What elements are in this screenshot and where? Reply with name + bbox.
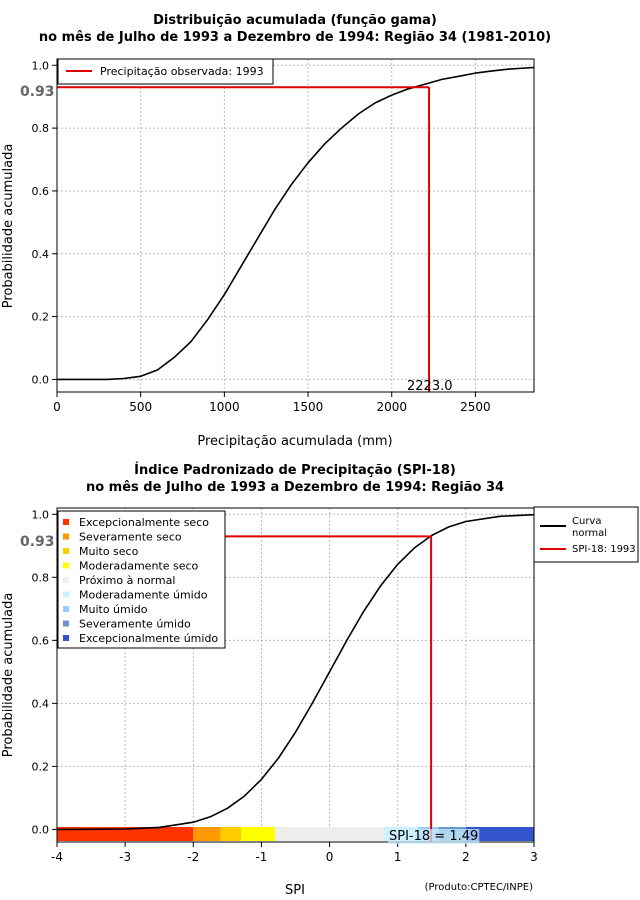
- c2-y-tick-label-5: 1.0: [32, 508, 50, 521]
- c2-y-tick-label-4: 0.8: [32, 571, 50, 584]
- chart-2-category-swatch-8: [63, 635, 69, 641]
- chart-2-category-swatch-1: [63, 534, 69, 540]
- chart-2-legend-spi-label: SPI-18: 1993: [572, 544, 636, 555]
- c1-y-tick-label-5: 1.0: [32, 59, 50, 72]
- chart-1-y-axis: 0.0 0.2 0.4 0.6 0.8 1.0: [32, 59, 58, 386]
- chart-2-category-swatch-0: [63, 519, 69, 525]
- chart-2-category-label-2: Muito seco: [79, 545, 139, 558]
- c2-x-tick-label-1: -3: [119, 850, 131, 864]
- chart-2-category-swatch-6: [63, 606, 69, 612]
- chart-2-observed-y-label: 0.93: [20, 534, 55, 550]
- chart-2-category-swatch-2: [63, 548, 69, 554]
- c1-x-tick-label-5: 2500: [460, 400, 491, 414]
- chart-2-observed-x-label: SPI-18 = 1.49: [389, 829, 478, 844]
- c2-x-tick-label-0: -4: [51, 850, 63, 864]
- c1-x-tick-label-3: 1500: [293, 400, 324, 414]
- figure: Distribuição acumulada (função gama) no …: [0, 0, 640, 900]
- chart-1-legend: Precipitação observada: 1993: [58, 59, 273, 84]
- c2-x-tick-label-5: 1: [394, 850, 402, 864]
- c2-x-tick-label-6: 2: [462, 850, 470, 864]
- chart-2-category-label-7: Severamente úmido: [79, 618, 191, 631]
- chart-1-y-axis-label: Probabilidade acumulada: [1, 144, 16, 309]
- chart-2-spi: Índice Padronizado de Precipitação (SPI-…: [1, 462, 638, 898]
- chart-1-gamma-distribution: Distribuição acumulada (função gama) no …: [1, 13, 551, 449]
- chart-1-title-line-1: Distribuição acumulada (função gama): [153, 13, 437, 28]
- c1-y-tick-label-3: 0.6: [32, 185, 50, 198]
- chart-1-title-line-2: no mês de Julho de 1993 a Dezembro de 19…: [39, 30, 551, 45]
- chart-2-x-axis-label: SPI: [285, 883, 305, 898]
- chart-2-y-axis: 0.0 0.2 0.4 0.6 0.8 1.0: [32, 508, 58, 836]
- c2-band-1: [193, 827, 220, 841]
- c1-x-tick-label-2: 1000: [209, 400, 240, 414]
- chart-2-category-label-0: Excepcionalmente seco: [79, 516, 209, 529]
- c1-x-tick-label-1: 500: [129, 400, 152, 414]
- chart-2-credit: (Produto:CPTEC/INPE): [425, 882, 533, 893]
- chart-1-observed-y-label: 0.93: [20, 84, 55, 100]
- c1-y-tick-label-0: 0.0: [32, 373, 50, 386]
- c1-x-tick-label-4: 2000: [376, 400, 407, 414]
- c1-y-tick-label-2: 0.4: [32, 248, 50, 261]
- c2-x-tick-label-7: 3: [530, 850, 538, 864]
- c2-band-2: [221, 827, 241, 841]
- chart-2-category-label-6: Muito úmido: [79, 603, 148, 616]
- chart-2-category-label-4: Próximo à normal: [79, 574, 175, 587]
- c2-y-tick-label-2: 0.4: [32, 697, 50, 710]
- chart-1-plot-frame: [57, 59, 534, 392]
- chart-2-category-swatch-3: [63, 563, 69, 569]
- chart-2-category-label-8: Excepcionalmente úmido: [79, 632, 218, 645]
- chart-1-x-axis-label: Precipitação acumulada (mm): [197, 434, 392, 449]
- chart-2-curve-legend: Curva normal SPI-18: 1993: [534, 507, 638, 562]
- chart-2-legend-normal-label-1: Curva: [572, 516, 601, 527]
- c2-y-tick-label-0: 0.0: [32, 823, 50, 836]
- chart-1-series-curve: [57, 68, 534, 380]
- c1-x-tick-label-0: 0: [53, 400, 61, 414]
- chart-2-category-label-1: Severamente seco: [79, 531, 182, 544]
- chart-1-x-axis: 0 500 1000 1500 2000 2500: [53, 392, 491, 414]
- chart-1-legend-label: Precipitação observada: 1993: [100, 65, 264, 78]
- chart-2-category-label-3: Moderadamente seco: [79, 560, 199, 573]
- c2-x-tick-label-3: -1: [255, 850, 267, 864]
- chart-2-x-axis: -4 -3 -2 -1 0 1 2 3: [51, 842, 538, 864]
- c1-curve-line: [57, 68, 534, 380]
- chart-2-category-swatch-4: [63, 577, 69, 583]
- c2-x-tick-label-4: 0: [326, 850, 334, 864]
- chart-2-title-line-1: Índice Padronizado de Precipitação (SPI-…: [134, 462, 456, 478]
- chart-1-observed-lines: [57, 87, 429, 392]
- chart-2-category-swatch-7: [63, 621, 69, 627]
- c2-x-tick-label-2: -2: [187, 850, 199, 864]
- chart-2-title-line-2: no mês de Julho de 1993 a Dezembro de 19…: [86, 480, 504, 495]
- chart-1-grid: [57, 59, 534, 392]
- c2-band-3: [241, 827, 275, 841]
- chart-2-y-axis-label: Probabilidade acumulada: [1, 593, 16, 758]
- chart-1-observed-x-label: 2223.0: [407, 379, 453, 394]
- c2-y-tick-label-1: 0.2: [32, 760, 50, 773]
- c1-y-tick-label-1: 0.2: [32, 311, 50, 324]
- chart-2-category-swatch-5: [63, 592, 69, 598]
- c2-y-tick-label-3: 0.6: [32, 634, 50, 647]
- chart-2-legend-normal-label-2: normal: [572, 528, 607, 539]
- chart-2-category-label-5: Moderadamente úmido: [79, 589, 208, 602]
- c1-y-tick-label-4: 0.8: [32, 122, 50, 135]
- c2-band-4: [275, 827, 384, 841]
